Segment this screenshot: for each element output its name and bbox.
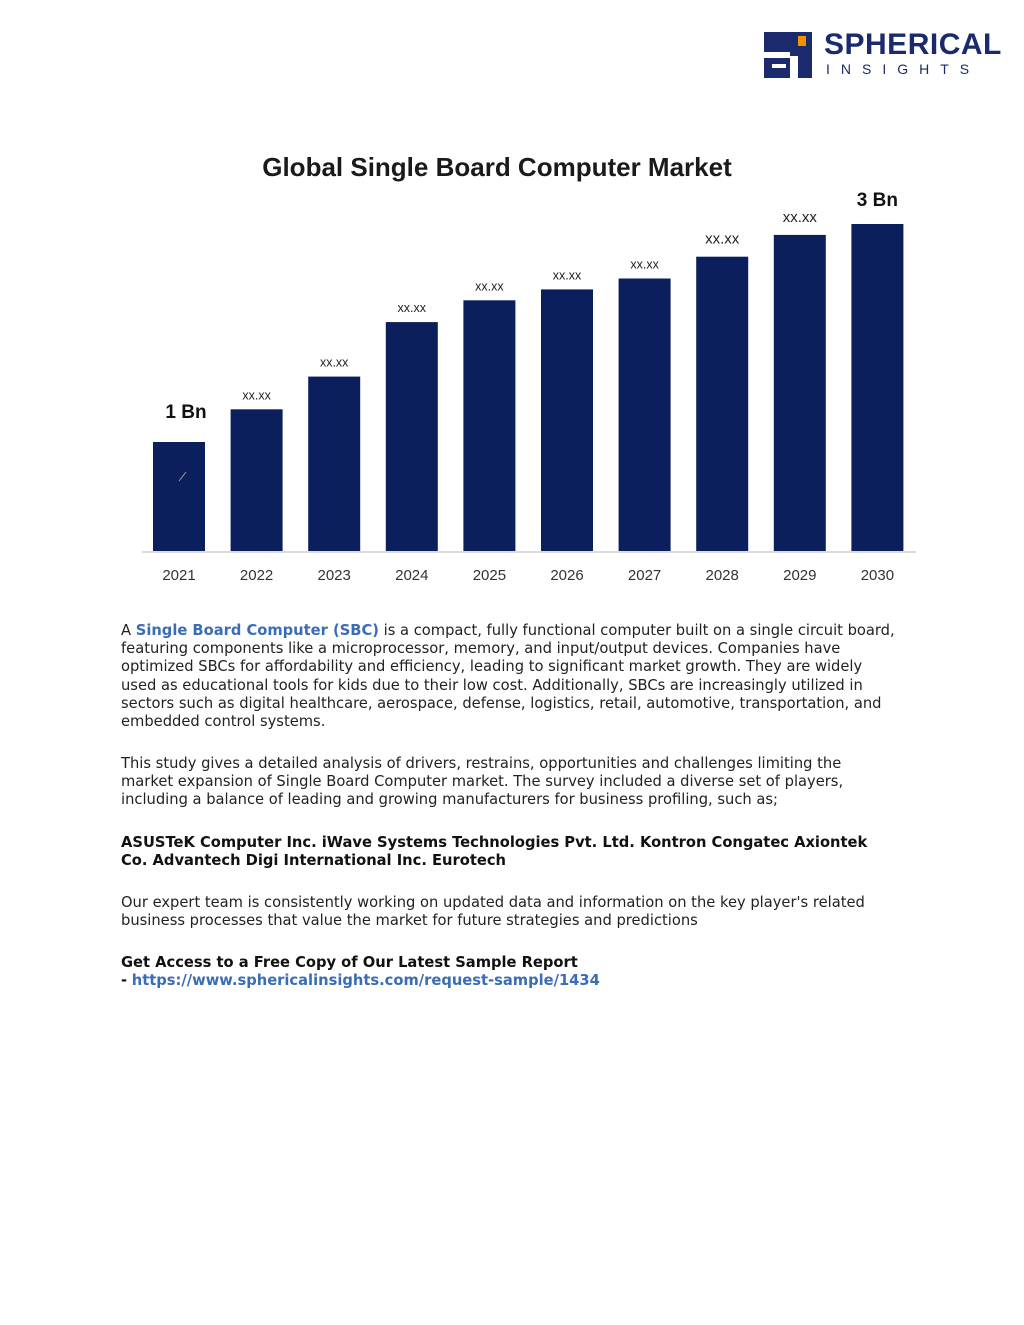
sample-report-link[interactable]: https://www.sphericalinsights.com/reques… — [131, 972, 600, 990]
data-label-2030: 3 Bn — [857, 190, 898, 211]
p1-body: is a compact, fully functional computer … — [121, 622, 895, 731]
cta-block: Get Access to a Free Copy of Our Latest … — [121, 954, 896, 990]
chart-x-ticks: 2021 2022 2023 2024 2025 2026 2027 2028 2029 2030 — [162, 567, 894, 584]
cta-dash: - — [121, 972, 128, 990]
bar-2025 — [463, 300, 516, 551]
cta-title: Get Access to a Free Copy of Our Latest … — [121, 954, 578, 971]
data-label-2024: xx.xx — [398, 301, 427, 315]
x-tick-2022: 2022 — [240, 567, 273, 584]
bar-2024 — [385, 322, 438, 551]
bar-2023 — [308, 376, 361, 551]
x-tick-2030: 2030 — [861, 567, 894, 584]
x-tick-2028: 2028 — [706, 567, 739, 584]
chart-bars — [153, 224, 904, 551]
sbc-link[interactable]: Single Board Computer (SBC) — [135, 622, 379, 639]
data-label-2027: xx.xx — [630, 258, 659, 272]
x-tick-2025: 2025 — [473, 567, 506, 584]
data-label-2028: xx.xx — [705, 231, 740, 248]
bar-2030 — [851, 224, 904, 551]
bar-2027 — [618, 278, 671, 551]
market-bar-chart: Global Single Board Computer Market 1 Bn… — [142, 152, 916, 584]
p1-prefix: A — [121, 622, 132, 639]
expert-paragraph: Our expert team is consistently working … — [121, 894, 896, 930]
x-tick-2021: 2021 — [162, 567, 195, 584]
bar-2021 — [153, 442, 205, 551]
data-label-2022: xx.xx — [242, 388, 271, 402]
label-leader-line — [178, 471, 187, 482]
data-label-2029: xx.xx — [783, 209, 818, 226]
x-tick-2023: 2023 — [318, 567, 351, 584]
chart-data-labels: 1 Bn xx.xx xx.xx xx.xx xx.xx xx.xx xx.xx xx.xx x… — [165, 190, 898, 423]
data-label-2023: xx.xx — [320, 356, 349, 370]
companies-list: ASUSTeK Computer Inc. iWave Systems Tech… — [121, 834, 868, 870]
logo-mark-icon — [764, 32, 812, 78]
bar-2028 — [696, 256, 749, 551]
x-tick-2027: 2027 — [628, 567, 661, 584]
data-label-2026: xx.xx — [553, 268, 582, 282]
data-label-2021: 1 Bn — [165, 402, 206, 423]
bar-2026 — [541, 289, 593, 551]
study-paragraph: This study gives a detailed analysis of … — [121, 755, 896, 810]
spherical-insights-logo: SPHERICAL INSIGHTS — [764, 30, 1001, 80]
description-paragraph: A Single Board Computer (SBC) is a compa… — [121, 622, 896, 731]
bar-2029 — [773, 234, 826, 551]
x-tick-2024: 2024 — [395, 567, 428, 584]
x-tick-2026: 2026 — [550, 567, 583, 584]
data-label-2025: xx.xx — [475, 279, 504, 293]
bar-2022 — [230, 409, 283, 551]
logo-name: SPHERICAL — [824, 28, 1002, 61]
chart-title: Global Single Board Computer Market — [262, 152, 732, 182]
expert-text: Our expert team is consistently working … — [121, 894, 865, 930]
study-text: This study gives a detailed analysis of … — [121, 755, 844, 809]
logo-tagline: INSIGHTS — [826, 61, 981, 77]
companies-paragraph: ASUSTeK Computer Inc. iWave Systems Tech… — [121, 834, 896, 870]
x-tick-2029: 2029 — [783, 567, 816, 584]
